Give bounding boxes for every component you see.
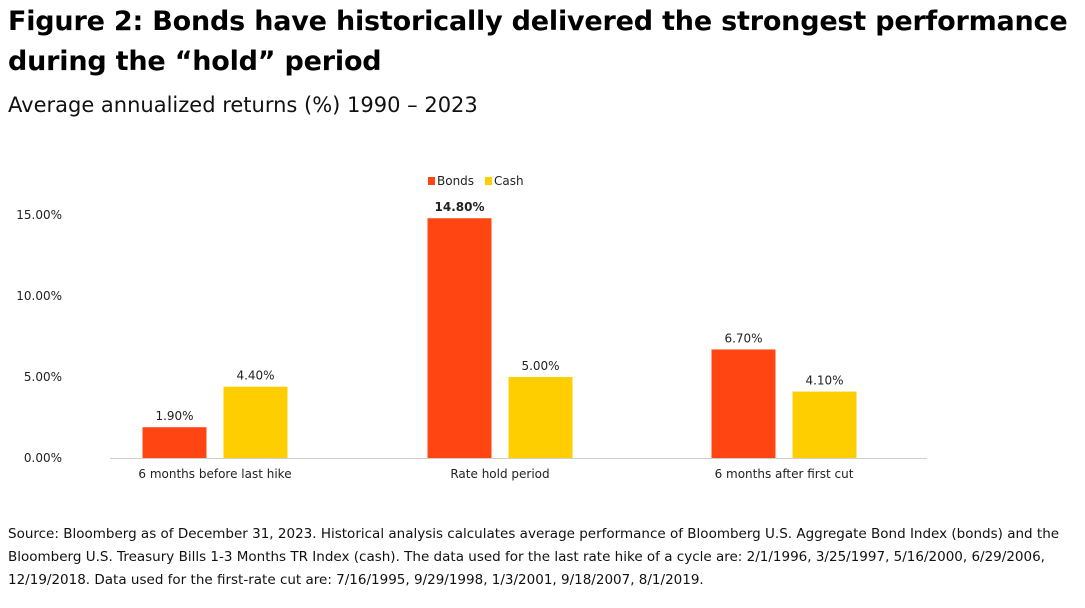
data-label: 6.70% — [724, 331, 762, 345]
bar-bonds — [142, 427, 207, 458]
data-labels: 1.90% 4.40% 14.80% 5.00% 6.70% 4.10% — [155, 200, 843, 423]
bar-cash — [223, 386, 288, 458]
category-labels: 6 months before last hike Rate hold perio… — [138, 467, 853, 481]
legend-swatch-cash — [485, 177, 492, 185]
chart-title: Figure 2: Bonds have historically delive… — [8, 6, 1068, 77]
data-label: 4.10% — [805, 374, 843, 388]
y-tick-label: 10.00% — [16, 289, 62, 303]
bar-chart: Bonds Cash 0.00% 5.00% 10.00% 15.00% 1.90% 4.… — [16, 174, 927, 481]
legend-label-cash: Cash — [494, 174, 524, 188]
bar-cash — [508, 377, 573, 458]
chart-subtitle: Average annualized returns (%) 1990 – 20… — [8, 93, 478, 117]
y-tick-label: 5.00% — [24, 370, 62, 384]
data-label: 1.90% — [155, 409, 193, 423]
y-tick-label: 0.00% — [24, 451, 62, 465]
x-category-label: 6 months after first cut — [715, 467, 854, 481]
data-label: 5.00% — [521, 359, 559, 373]
bars — [142, 218, 857, 458]
x-category-label: Rate hold period — [450, 467, 549, 481]
legend-label-bonds: Bonds — [437, 174, 474, 188]
legend-swatch-bonds — [428, 177, 435, 185]
bar-bonds — [427, 218, 492, 458]
data-label: 4.40% — [236, 369, 274, 383]
y-axis: 0.00% 5.00% 10.00% 15.00% — [16, 208, 62, 465]
x-category-label: 6 months before last hike — [138, 467, 291, 481]
legend: Bonds Cash — [428, 174, 524, 188]
bar-cash — [792, 391, 857, 458]
y-tick-label: 15.00% — [16, 208, 62, 222]
bar-bonds — [711, 349, 776, 458]
data-label: 14.80% — [435, 200, 485, 214]
source-note: Source: Bloomberg as of December 31, 202… — [8, 526, 1060, 588]
